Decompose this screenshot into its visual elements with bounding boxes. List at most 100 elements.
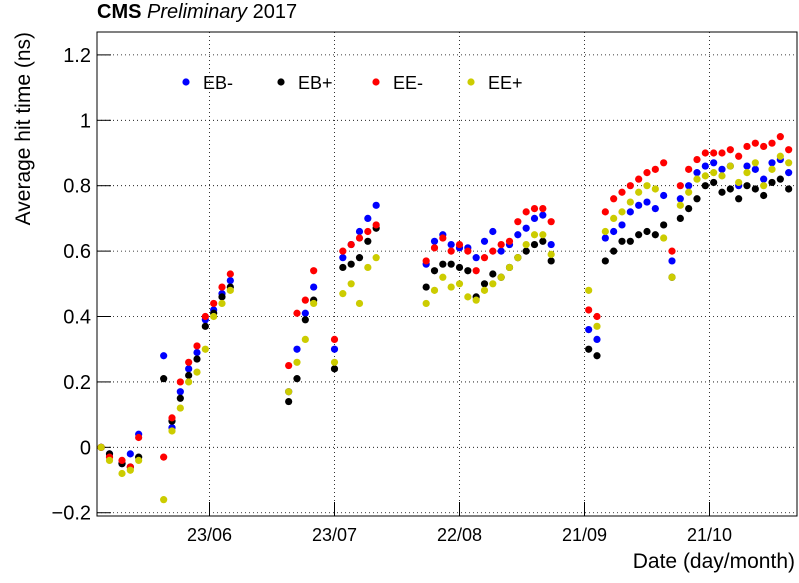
- point: [372, 254, 380, 262]
- point: [447, 283, 455, 291]
- point: [168, 427, 176, 435]
- point: [355, 254, 364, 262]
- point: [464, 267, 472, 275]
- point: [635, 231, 643, 239]
- point: [751, 165, 759, 173]
- point: [726, 185, 734, 193]
- point: [743, 182, 751, 190]
- point: [330, 365, 339, 373]
- point: [760, 191, 768, 200]
- point: [330, 345, 339, 353]
- point: [193, 368, 201, 376]
- point: [339, 263, 347, 272]
- point: [430, 267, 439, 275]
- point: [601, 227, 609, 236]
- legend-marker: [467, 78, 475, 86]
- point: [218, 283, 226, 291]
- point: [776, 152, 784, 160]
- point: [693, 169, 701, 177]
- point: [226, 276, 234, 285]
- point: [593, 335, 601, 344]
- point: [497, 240, 505, 249]
- point: [447, 260, 455, 268]
- point: [768, 165, 776, 173]
- point: [651, 185, 659, 193]
- point: [118, 456, 126, 465]
- point: [626, 208, 634, 216]
- point: [701, 182, 709, 190]
- point: [635, 201, 643, 209]
- point: [643, 227, 651, 236]
- point: [135, 456, 143, 465]
- point: [339, 254, 347, 262]
- point: [751, 159, 759, 167]
- point: [547, 257, 555, 265]
- point: [522, 240, 530, 249]
- point: [364, 227, 372, 236]
- point: [626, 182, 634, 190]
- point: [626, 198, 634, 206]
- point: [685, 182, 693, 190]
- point: [660, 159, 668, 167]
- point: [585, 286, 593, 294]
- legend-label: EB-: [203, 73, 233, 93]
- x-tick-label: 23/07: [312, 525, 357, 545]
- point: [530, 240, 539, 249]
- point: [530, 204, 539, 213]
- legend-marker: [182, 78, 190, 86]
- y-tick-label: 1: [80, 110, 91, 132]
- point: [610, 247, 618, 255]
- point: [472, 254, 480, 262]
- point: [768, 139, 776, 147]
- y-tick-label: 0: [80, 437, 91, 459]
- point: [339, 247, 347, 255]
- point: [193, 355, 201, 363]
- point: [693, 175, 701, 183]
- point: [489, 247, 497, 255]
- point: [710, 149, 718, 157]
- point: [447, 247, 455, 255]
- point: [422, 257, 430, 265]
- point: [355, 227, 364, 236]
- point: [160, 453, 168, 461]
- point: [593, 352, 601, 360]
- point: [547, 218, 555, 226]
- x-tick-label: 22/08: [437, 525, 482, 545]
- point: [522, 208, 530, 216]
- y-tick-label: 0.4: [63, 307, 91, 329]
- point: [601, 234, 609, 242]
- point: [285, 361, 293, 370]
- point: [210, 299, 218, 308]
- point: [472, 267, 480, 275]
- point: [618, 237, 626, 245]
- point: [751, 185, 759, 193]
- point: [718, 165, 726, 173]
- point: [530, 231, 539, 239]
- point: [635, 188, 643, 196]
- point: [668, 273, 676, 281]
- point: [539, 211, 547, 219]
- point: [785, 146, 793, 154]
- point: [497, 247, 505, 255]
- title-status: Preliminary: [147, 1, 248, 23]
- point: [618, 188, 626, 196]
- point: [193, 348, 201, 357]
- point: [372, 221, 380, 229]
- point: [522, 247, 530, 255]
- point: [218, 299, 226, 308]
- point: [718, 172, 726, 180]
- x-axis-label: Date (day/month): [633, 550, 795, 573]
- point: [339, 290, 347, 298]
- point: [310, 267, 318, 275]
- point: [226, 286, 234, 294]
- point: [185, 358, 193, 366]
- point: [539, 204, 547, 213]
- point: [160, 496, 168, 504]
- point: [355, 234, 364, 242]
- point: [660, 221, 668, 229]
- point: [668, 247, 676, 255]
- point: [718, 188, 726, 196]
- point: [593, 322, 601, 330]
- point: [760, 182, 768, 190]
